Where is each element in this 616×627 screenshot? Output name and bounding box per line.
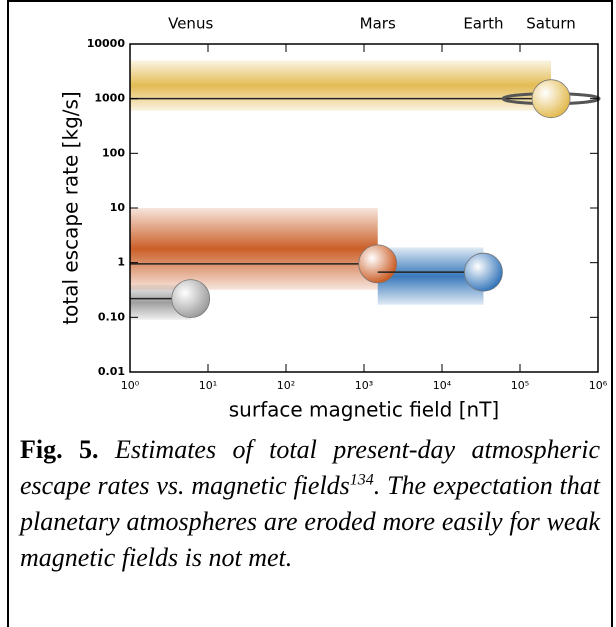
planet [359, 245, 397, 283]
y-tick-label: 10000 [87, 37, 126, 50]
range-band [130, 208, 378, 290]
planet-label: Saturn [526, 15, 576, 33]
x-tick-label: 10⁵ [511, 379, 529, 392]
planet-label: Earth [463, 15, 503, 33]
planet [532, 80, 570, 118]
planet [172, 280, 210, 318]
caption-ref: 134 [350, 471, 374, 488]
y-tick-label: 10 [110, 201, 126, 214]
y-tick-label: 1000 [94, 92, 125, 105]
x-tick-label: 10¹ [199, 379, 217, 392]
y-tick-label: 1 [117, 256, 125, 269]
x-tick-label: 10⁴ [433, 379, 452, 392]
caption: Fig. 5. Estimates of total present-day a… [20, 432, 600, 576]
figure: surface magnetic field [nT] total escape… [0, 0, 616, 627]
planet-label: Venus [168, 15, 213, 33]
range-band [130, 60, 551, 110]
x-tick-label: 10⁰ [121, 379, 140, 392]
y-tick-label: 100 [102, 146, 125, 159]
x-axis-label: surface magnetic field [nT] [229, 398, 499, 422]
planet [464, 253, 502, 291]
x-tick-label: 10² [277, 379, 295, 392]
caption-label: Fig. 5. [20, 435, 99, 464]
x-tick-label: 10³ [355, 379, 373, 392]
y-tick-label: 0.01 [98, 365, 125, 378]
y-tick-label: 0.10 [98, 310, 125, 323]
x-tick-label: 10⁶ [589, 379, 608, 392]
planet-label: Mars [360, 15, 396, 33]
y-axis-label: total escape rate [kg/s] [59, 91, 83, 324]
